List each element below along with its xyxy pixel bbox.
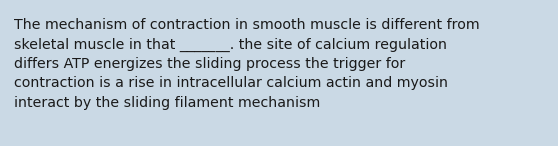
Text: contraction is a rise in intracellular calcium actin and myosin: contraction is a rise in intracellular c… (14, 77, 448, 91)
Text: skeletal muscle in that _______. the site of calcium regulation: skeletal muscle in that _______. the sit… (14, 38, 447, 52)
Text: interact by the sliding filament mechanism: interact by the sliding filament mechani… (14, 96, 320, 110)
Text: The mechanism of contraction in smooth muscle is different from: The mechanism of contraction in smooth m… (14, 18, 480, 32)
Text: differs ATP energizes the sliding process the trigger for: differs ATP energizes the sliding proces… (14, 57, 405, 71)
